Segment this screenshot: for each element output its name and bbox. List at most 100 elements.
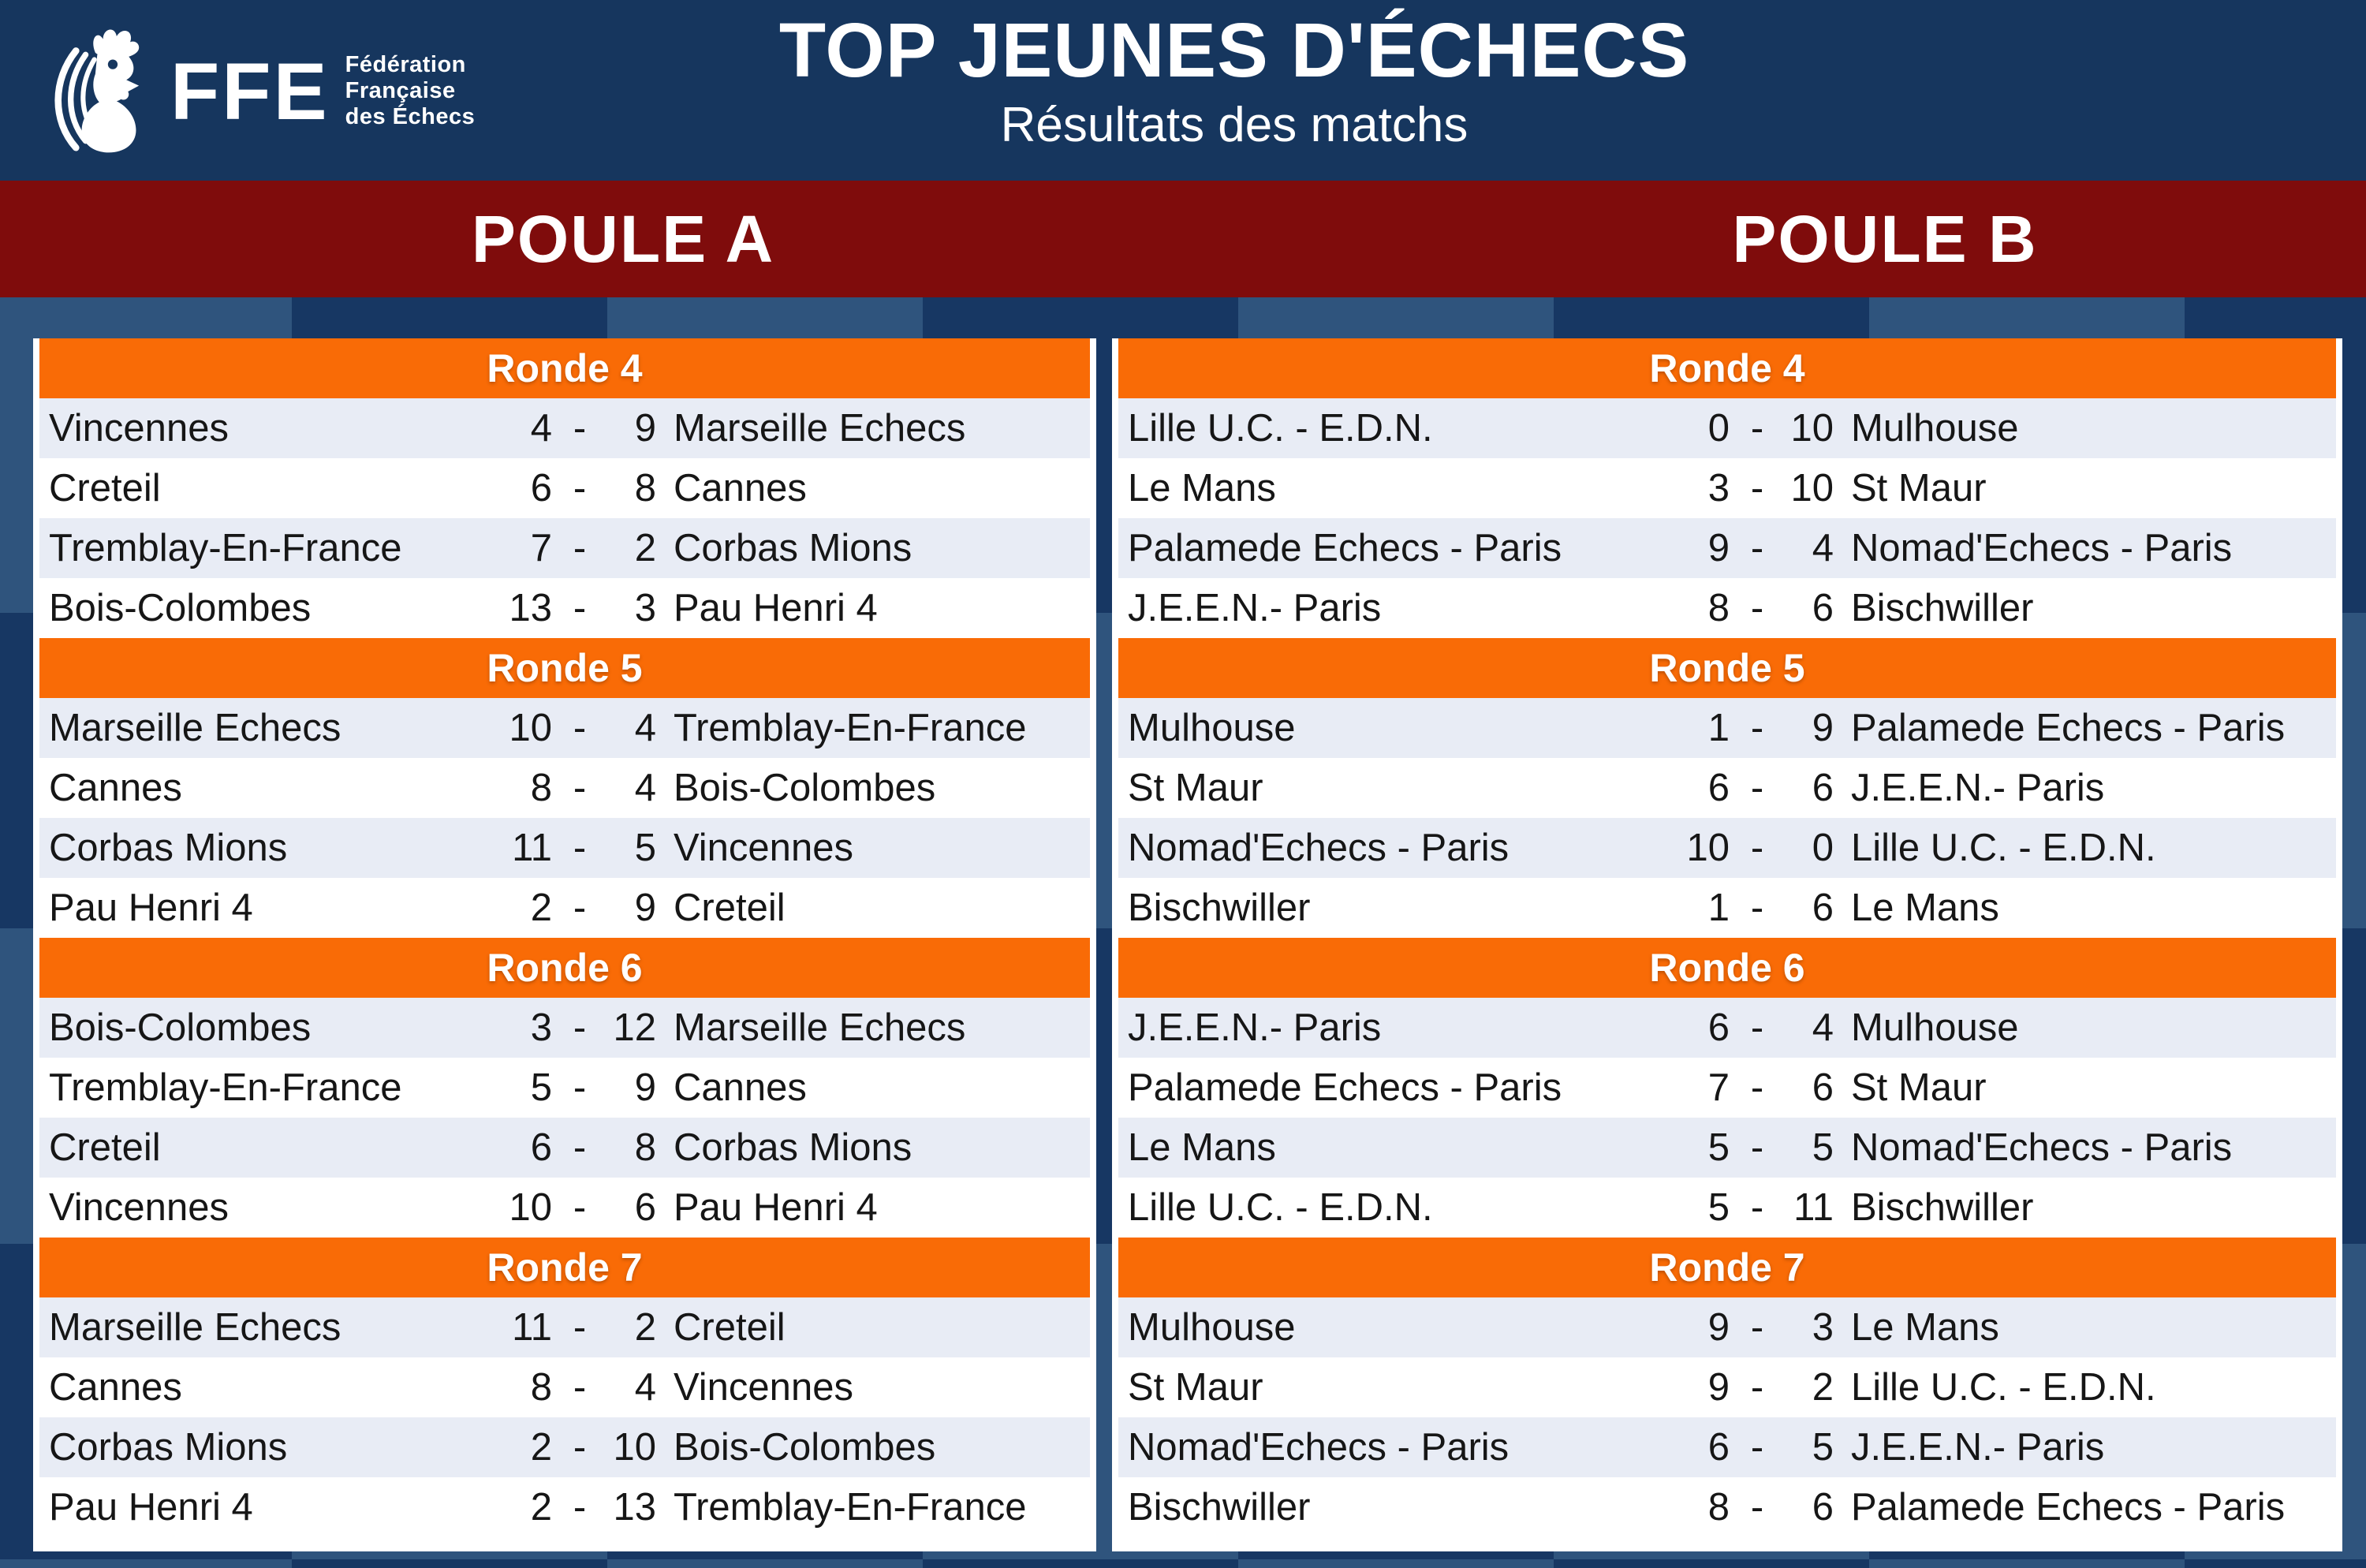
home-team-name: Corbas Mions	[49, 827, 288, 869]
score-separator: -	[573, 1006, 587, 1049]
home-team-name: Vincennes	[49, 1186, 229, 1229]
round-header: Ronde 6	[1118, 938, 2336, 998]
home-score: 9	[1707, 1366, 1730, 1409]
away-score: 10	[613, 1426, 656, 1469]
match-row: Le Mans 3-10 St Maur	[1118, 458, 2336, 518]
match-row: Vincennes 4- 9 Marseille Echecs	[39, 398, 1090, 458]
ffe-logo: FFE Fédération Française des Échecs	[46, 14, 475, 168]
away-team-name: St Maur	[1851, 1066, 1987, 1109]
away-team-name: Mulhouse	[1851, 1006, 2019, 1049]
score-separator: -	[573, 1186, 587, 1229]
match-row: Marseille Echecs 11- 2 Creteil	[39, 1297, 1090, 1357]
home-team-name: J.E.E.N.- Paris	[1128, 1006, 1382, 1049]
home-team-name: Nomad'Echecs - Paris	[1128, 827, 1510, 869]
round-header: Ronde 4	[1118, 338, 2336, 398]
home-score: 1	[1707, 887, 1730, 929]
away-score: 5	[634, 827, 656, 869]
away-team-name: Corbas Mions	[674, 527, 912, 569]
home-score: 11	[512, 1306, 552, 1349]
home-score: 3	[1707, 467, 1730, 510]
home-team-name: Tremblay-En-France	[49, 1066, 402, 1109]
score-separator: -	[1750, 1486, 1764, 1529]
round-header: Ronde 5	[39, 638, 1090, 698]
away-score: 2	[634, 1306, 656, 1349]
poule-b-label: POULE B	[1732, 202, 2038, 276]
home-score: 8	[530, 1366, 552, 1409]
home-score: 6	[530, 467, 552, 510]
home-team-name: Lille U.C. - E.D.N.	[1128, 407, 1433, 450]
home-score: 7	[1707, 1066, 1730, 1109]
score-separator: -	[1750, 887, 1764, 929]
away-score: 0	[1812, 827, 1834, 869]
score-separator: -	[1750, 827, 1764, 869]
home-score: 5	[1707, 1126, 1730, 1169]
away-score: 6	[1812, 1066, 1834, 1109]
away-team-name: Vincennes	[674, 1366, 853, 1409]
match-row: Pau Henri 4 2- 9 Creteil	[39, 878, 1090, 938]
away-score: 6	[634, 1186, 656, 1229]
away-score: 11	[1793, 1186, 1834, 1229]
home-team-name: Palamede Echecs - Paris	[1128, 527, 1562, 569]
away-score: 4	[1812, 527, 1834, 569]
score-separator: -	[1750, 1366, 1764, 1409]
home-team-name: Marseille Echecs	[49, 707, 341, 749]
home-score: 6	[1707, 1006, 1730, 1049]
home-team-name: Lille U.C. - E.D.N.	[1128, 1186, 1433, 1229]
home-team-name: Cannes	[49, 1366, 182, 1409]
home-team-name: Bischwiller	[1128, 1486, 1311, 1529]
match-row: Tremblay-En-France 5- 9 Cannes	[39, 1058, 1090, 1118]
away-score: 6	[1812, 767, 1834, 809]
match-row: J.E.E.N.- Paris 8- 6 Bischwiller	[1118, 578, 2336, 638]
away-score: 2	[1812, 1366, 1834, 1409]
score-separator: -	[573, 827, 587, 869]
match-row: Bischwiller 8- 6 Palamede Echecs - Paris	[1118, 1477, 2336, 1537]
away-team-name: Le Mans	[1851, 1306, 1999, 1349]
away-team-name: Bischwiller	[1851, 587, 2034, 629]
away-score: 6	[1812, 1486, 1834, 1529]
match-row: Lille U.C. - E.D.N. 5-11 Bischwiller	[1118, 1178, 2336, 1238]
score-separator: -	[573, 1066, 587, 1109]
match-row: Bois-Colombes 13- 3 Pau Henri 4	[39, 578, 1090, 638]
score-separator: -	[1750, 1186, 1764, 1229]
away-team-name: Cannes	[674, 467, 807, 510]
pool-table-poule-b: Ronde 4 Lille U.C. - E.D.N. 0-10 Mulhouse Le…	[1112, 338, 2342, 1551]
logo-org-name: Fédération Française des Échecs	[345, 52, 476, 130]
home-team-name: St Maur	[1128, 767, 1263, 809]
away-score: 12	[613, 1006, 656, 1049]
away-team-name: Mulhouse	[1851, 407, 2019, 450]
title-block: TOP JEUNES D'ÉCHECS Résultats des matchs	[779, 9, 1689, 153]
match-row: St Maur 6-6 J.E.E.N.- Paris	[1118, 758, 2336, 818]
away-score: 4	[634, 767, 656, 809]
home-score: 7	[530, 527, 552, 569]
score-separator: -	[1750, 467, 1764, 510]
match-row: Marseille Echecs 10- 4 Tremblay-En-France	[39, 698, 1090, 758]
away-team-name: Lille U.C. - E.D.N.	[1851, 1366, 2156, 1409]
home-team-name: Creteil	[49, 467, 161, 510]
home-team-name: Nomad'Echecs - Paris	[1128, 1426, 1510, 1469]
score-separator: -	[1750, 527, 1764, 569]
home-team-name: Pau Henri 4	[49, 1486, 253, 1529]
home-team-name: Le Mans	[1128, 467, 1276, 510]
away-score: 10	[1790, 467, 1834, 510]
away-team-name: Bois-Colombes	[674, 1426, 936, 1469]
away-team-name: Le Mans	[1851, 887, 1999, 929]
away-team-name: J.E.E.N.- Paris	[1851, 1426, 2105, 1469]
away-score: 4	[1812, 1006, 1834, 1049]
away-score: 6	[1812, 587, 1834, 629]
score-separator: -	[573, 1486, 587, 1529]
away-team-name: Creteil	[674, 1306, 786, 1349]
away-score: 10	[1790, 407, 1834, 450]
score-separator: -	[1750, 1306, 1764, 1349]
away-score: 5	[1812, 1426, 1834, 1469]
match-row: Cannes 8- 4 Bois-Colombes	[39, 758, 1090, 818]
home-team-name: St Maur	[1128, 1366, 1263, 1409]
score-separator: -	[573, 887, 587, 929]
match-row: Palamede Echecs - Paris 7- 6 St Maur	[1118, 1058, 2336, 1118]
home-team-name: J.E.E.N.- Paris	[1128, 587, 1382, 629]
away-score: 3	[634, 587, 656, 629]
score-separator: -	[1750, 707, 1764, 749]
home-score: 5	[530, 1066, 552, 1109]
home-score: 9	[1707, 527, 1730, 569]
round-header: Ronde 7	[1118, 1238, 2336, 1297]
home-score: 11	[512, 827, 552, 869]
